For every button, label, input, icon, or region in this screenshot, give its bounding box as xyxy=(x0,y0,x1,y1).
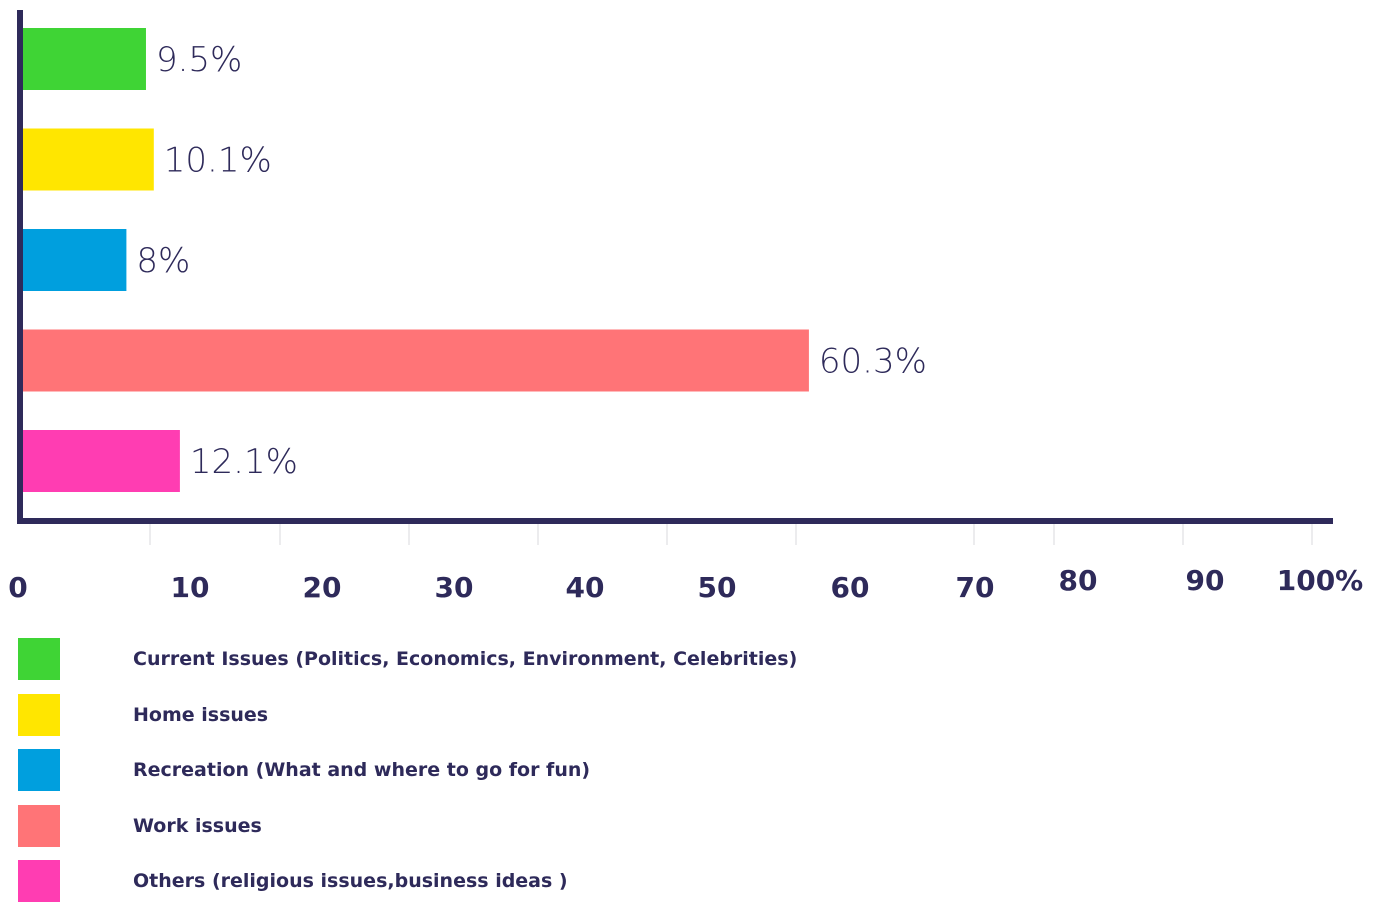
legend-label: Others (religious issues,business ideas … xyxy=(133,870,568,892)
x-axis-tick-labels: 0 10 20 30 40 50 60 70 80 90 100% xyxy=(8,564,1363,604)
bar xyxy=(22,329,809,392)
x-tick-label: 10 xyxy=(171,571,210,604)
legend-label: Home issues xyxy=(133,703,269,726)
bars: 9.5% 10.1% 8% 60.3% 12.1% xyxy=(22,28,927,492)
legend-label: Work issues xyxy=(133,814,262,837)
x-axis-ticks xyxy=(149,524,1313,545)
bar xyxy=(22,430,180,492)
x-tick-label: 40 xyxy=(566,571,605,604)
bar xyxy=(22,128,154,191)
bar xyxy=(22,229,127,291)
x-tick-label: 100% xyxy=(1277,564,1364,597)
x-tick-label: 0 xyxy=(8,571,27,604)
x-tick-label: 20 xyxy=(303,571,342,604)
legend-label: Recreation (What and where to go for fun… xyxy=(133,759,591,781)
x-tick-label: 70 xyxy=(956,571,995,604)
legend-swatch xyxy=(18,804,60,847)
legend-swatch xyxy=(18,638,60,680)
legend-label: Current Issues (Politics, Economics, Env… xyxy=(133,648,798,670)
bar-value-label: 9.5% xyxy=(156,40,242,80)
bar-value-label: 12.1% xyxy=(190,442,298,482)
x-tick-label: 60 xyxy=(831,571,870,604)
bar xyxy=(22,28,146,90)
bar-value-label: 60.3% xyxy=(819,342,927,382)
x-tick-label: 30 xyxy=(435,571,474,604)
legend-item: Home issues xyxy=(18,693,918,736)
bar-value-label: 8% xyxy=(136,241,190,281)
x-tick-label: 90 xyxy=(1186,564,1225,597)
bar-value-label: 10.1% xyxy=(164,141,272,181)
legend-swatch xyxy=(18,693,60,736)
legend-swatch xyxy=(18,860,60,902)
x-tick-label: 50 xyxy=(698,571,737,604)
legend-item: Current Issues (Politics, Economics, Env… xyxy=(18,638,918,680)
legend: Current Issues (Politics, Economics, Env… xyxy=(18,638,918,916)
legend-item: Recreation (What and where to go for fun… xyxy=(18,749,918,791)
x-tick-label: 80 xyxy=(1059,564,1098,597)
chart: 9.5% 10.1% 8% 60.3% 12.1% 0 10 20 30 40 50 60 70 80 9… xyxy=(8,10,1363,604)
legend-item: Others (religious issues,business ideas … xyxy=(18,860,918,902)
legend-swatch xyxy=(18,749,60,791)
legend-item: Work issues xyxy=(18,804,918,847)
